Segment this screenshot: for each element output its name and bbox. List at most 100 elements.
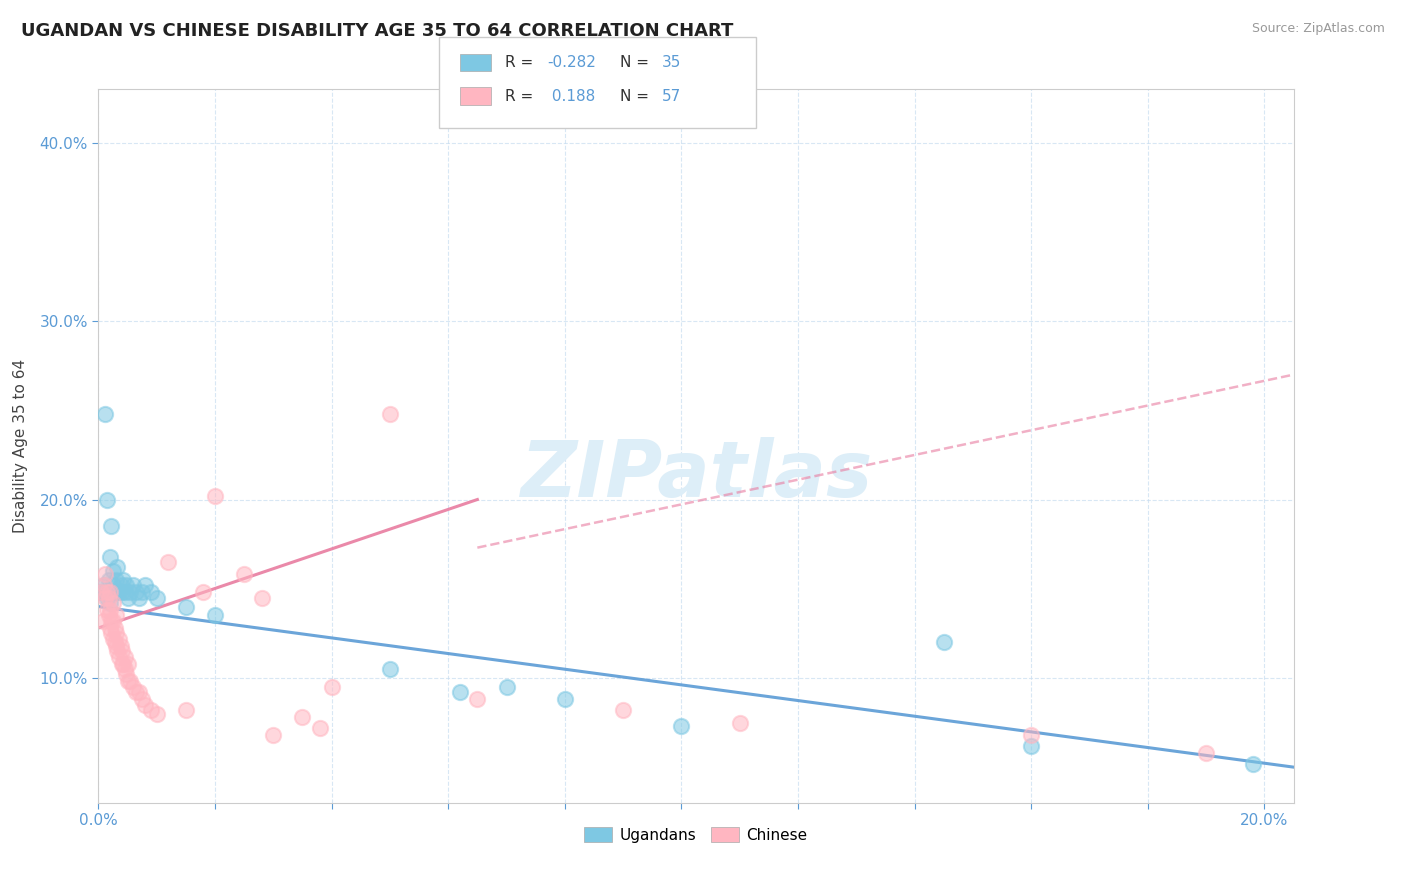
Point (117, 591, 139, 605)
Point (204, 608, 226, 623)
Point (131, 585, 153, 599)
Point (125, 685, 148, 699)
Point (204, 489, 226, 503)
Point (728, 715, 751, 730)
Text: -0.282: -0.282 (547, 55, 596, 70)
Point (174, 703, 197, 717)
Point (96, 492, 118, 507)
Point (131, 692, 153, 706)
Text: 0.188: 0.188 (547, 89, 595, 103)
Point (378, 407, 401, 421)
Point (104, 585, 127, 599)
Point (671, 719, 693, 733)
Point (104, 639, 127, 653)
Point (104, 635, 127, 649)
Point (91, 614, 114, 628)
Point (94, 591, 117, 605)
Point (1019, 739, 1042, 753)
Point (262, 728, 284, 742)
Point (101, 614, 124, 628)
Point (125, 585, 148, 599)
Point (111, 573, 134, 587)
Point (108, 632, 131, 646)
Point (93, 578, 115, 592)
Point (1195, 746, 1218, 760)
Point (145, 706, 167, 721)
Text: 57: 57 (662, 89, 682, 103)
Text: Source: ZipAtlas.com: Source: ZipAtlas.com (1251, 22, 1385, 36)
Point (193, 585, 215, 599)
Point (101, 578, 124, 592)
Point (117, 657, 139, 671)
Point (139, 703, 162, 717)
Point (97, 591, 120, 605)
Text: R =: R = (505, 55, 538, 70)
Point (134, 698, 156, 712)
Point (100, 626, 122, 640)
Point (105, 644, 128, 658)
Point (100, 519, 122, 533)
Text: R =: R = (505, 89, 538, 103)
Point (108, 649, 131, 664)
Text: N =: N = (620, 89, 654, 103)
Point (111, 585, 134, 599)
Point (104, 608, 127, 623)
Point (145, 591, 167, 605)
Point (110, 578, 132, 592)
Point (98, 596, 121, 610)
Point (101, 596, 124, 610)
Point (932, 635, 955, 649)
Point (122, 578, 145, 592)
Point (291, 710, 314, 724)
Text: ZIPatlas: ZIPatlas (520, 436, 872, 513)
Legend: Ugandans, Chinese: Ugandans, Chinese (578, 821, 814, 848)
Point (90, 585, 112, 599)
Point (93, 578, 115, 592)
Point (96, 585, 118, 599)
Point (114, 585, 136, 599)
Point (98, 603, 121, 617)
Point (98, 549, 121, 564)
Point (1241, 756, 1264, 771)
Point (467, 692, 489, 706)
Point (233, 567, 256, 582)
Point (96, 591, 118, 605)
Point (90, 585, 112, 599)
Point (97, 608, 120, 623)
Point (157, 555, 180, 569)
Text: 35: 35 (662, 55, 682, 70)
Point (104, 621, 127, 635)
Point (1019, 728, 1042, 742)
Point (321, 680, 343, 694)
Point (378, 662, 401, 676)
Y-axis label: Disability Age 35 to 64: Disability Age 35 to 64 (14, 359, 28, 533)
Point (250, 591, 273, 605)
Point (128, 591, 150, 605)
Point (134, 578, 156, 592)
Point (110, 639, 132, 653)
Point (122, 680, 145, 694)
Point (108, 585, 131, 599)
Point (97, 573, 120, 587)
Point (114, 649, 136, 664)
Point (111, 657, 134, 671)
Point (309, 721, 332, 735)
Point (114, 662, 136, 676)
Point (104, 573, 127, 587)
Point (612, 703, 634, 717)
Point (174, 599, 197, 614)
Point (139, 585, 162, 599)
Point (554, 692, 576, 706)
Point (98, 621, 121, 635)
Point (100, 614, 122, 628)
Point (98, 585, 121, 599)
Point (101, 632, 124, 646)
Point (117, 674, 139, 689)
Point (449, 685, 471, 699)
Text: UGANDAN VS CHINESE DISABILITY AGE 35 TO 64 CORRELATION CHART: UGANDAN VS CHINESE DISABILITY AGE 35 TO … (21, 22, 734, 40)
Text: N =: N = (620, 55, 654, 70)
Point (111, 657, 134, 671)
Point (115, 667, 138, 681)
Point (104, 585, 127, 599)
Point (128, 685, 150, 699)
